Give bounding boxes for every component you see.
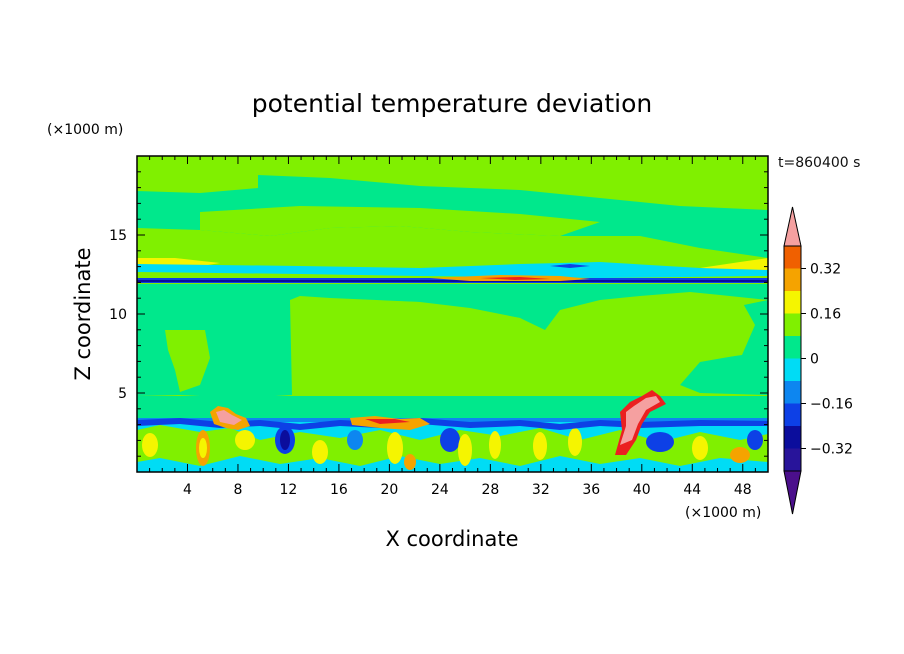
field-mid-blob-c xyxy=(460,310,545,395)
field-band-cyan xyxy=(137,262,768,278)
y-tick-label: 10 xyxy=(109,307,127,323)
field-region-upper-cap xyxy=(137,156,258,193)
field-plume-right-core xyxy=(620,396,660,445)
x-axis: 4 8 12 16 20 24 28 32 36 40 44 48 xyxy=(149,156,756,498)
colorbar-tick-label: 0.16 xyxy=(810,307,841,323)
field-mid-blob-e xyxy=(692,298,755,360)
x-tick-label: 36 xyxy=(582,482,600,498)
field-lower-green xyxy=(137,396,768,418)
field-mid-zone xyxy=(137,284,768,398)
y-unit-label: (×1000 m) xyxy=(47,122,123,138)
colorbar-tick-label: 0 xyxy=(810,352,819,368)
colorbar-swatch xyxy=(784,336,801,359)
x-tick-label: 32 xyxy=(532,482,550,498)
y-axis: 5 10 15 xyxy=(109,171,768,457)
x-tick-label: 40 xyxy=(633,482,651,498)
x-tick-label: 16 xyxy=(330,482,348,498)
field-bl-edge-blue xyxy=(137,418,768,422)
chart-title: potential temperature deviation xyxy=(252,89,652,118)
heatmap-field xyxy=(137,156,768,472)
field-band-darkblue xyxy=(137,280,768,282)
field-plume-mid-core xyxy=(365,419,410,424)
field-band-red xyxy=(480,277,550,280)
colorbar-swatch xyxy=(784,448,801,471)
field-plume-left-core xyxy=(216,410,242,425)
field-band-topblue xyxy=(550,264,590,268)
colorbar-swatch xyxy=(784,358,801,381)
x-tick-label: 24 xyxy=(431,482,449,498)
field-region-upper-patch xyxy=(200,206,600,236)
x-axis-title: X coordinate xyxy=(385,527,518,551)
field-mid-blob-b xyxy=(300,298,445,396)
field-bl-topblue xyxy=(137,418,768,430)
field-bl-cells xyxy=(142,426,763,470)
colorbar-swatch xyxy=(784,403,801,426)
x-tick-label: 12 xyxy=(280,482,298,498)
field-mid-blob-d xyxy=(570,300,660,395)
y-tick-label: 5 xyxy=(118,386,127,402)
colorbar-swatch xyxy=(784,291,801,314)
y-axis-title: Z coordinate xyxy=(71,247,95,380)
colorbar-swatch xyxy=(784,381,801,404)
colorbar-swatch xyxy=(784,313,801,336)
x-tick-label: 8 xyxy=(233,482,242,498)
x-tick-label: 20 xyxy=(380,482,398,498)
colorbar-swatch xyxy=(784,426,801,449)
field-mid-blob-a xyxy=(165,330,210,392)
y-tick-label: 15 xyxy=(109,228,127,244)
colorbar-tick-label: 0.32 xyxy=(810,262,841,278)
x-unit-label: (×1000 m) xyxy=(685,505,761,521)
x-tick-label: 4 xyxy=(183,482,192,498)
colorbar-tick-label: −0.32 xyxy=(810,442,853,458)
x-tick-label: 48 xyxy=(734,482,752,498)
colorbar-swatch xyxy=(784,268,801,291)
x-tick-label: 28 xyxy=(481,482,499,498)
colorbar-tick-label: −0.16 xyxy=(810,397,853,413)
x-tick-label: 44 xyxy=(683,482,701,498)
colorbar-swatch xyxy=(784,246,801,269)
time-label: t=860400 s xyxy=(778,155,860,171)
colorbar-extend-max xyxy=(783,206,802,247)
colorbar-extend-min xyxy=(783,470,802,515)
colorbar: 0.32 0.16 0 −0.16 −0.32 xyxy=(783,206,853,515)
